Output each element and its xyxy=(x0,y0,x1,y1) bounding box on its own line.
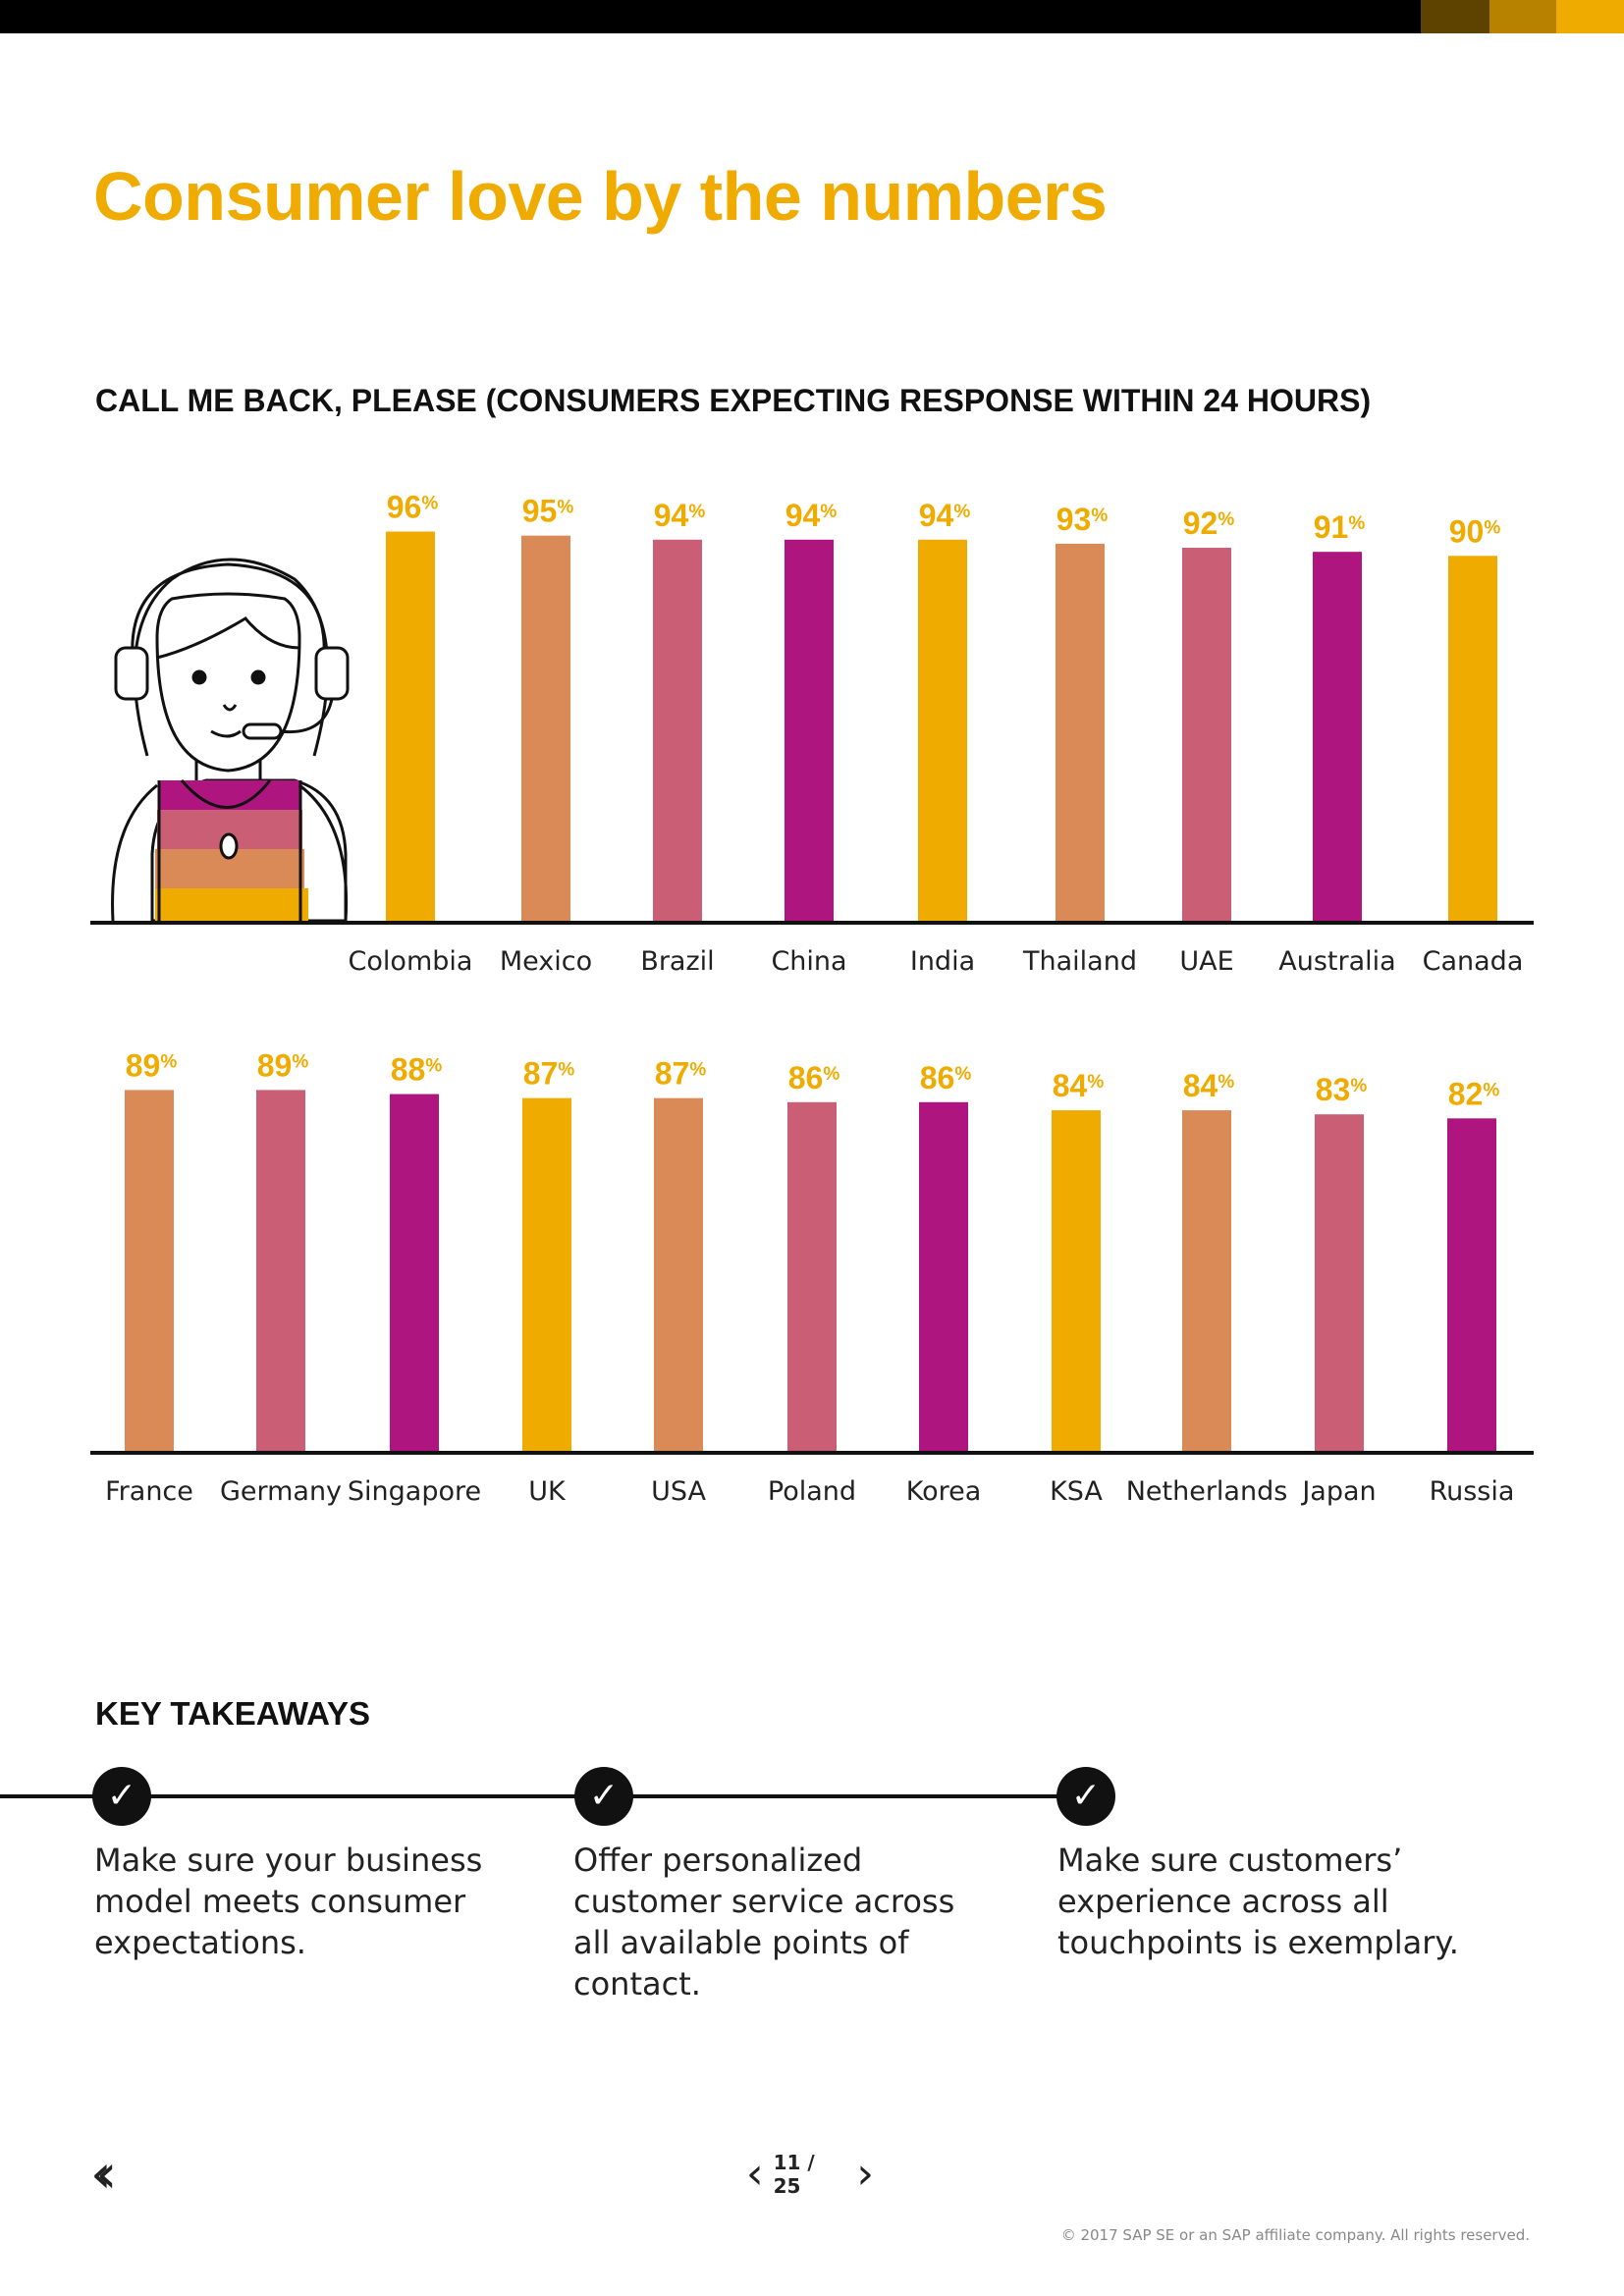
data-label-canada: 90% xyxy=(1449,513,1501,549)
data-label-uk: 87% xyxy=(523,1056,575,1092)
customer-service-agent-icon xyxy=(111,558,350,923)
data-label-ksa: 84% xyxy=(1053,1068,1105,1103)
check-icon: ✓ xyxy=(1056,1767,1115,1826)
category-label-mexico: Mexico xyxy=(500,946,592,977)
category-label-japan: Japan xyxy=(1300,1476,1376,1507)
bar-uae xyxy=(1182,548,1231,921)
bar-korea xyxy=(919,1101,968,1451)
page-indicator: 11 / 25 xyxy=(773,2151,815,2198)
bar-japan xyxy=(1315,1114,1364,1451)
double-chevron-left-icon[interactable]: ‹‹ xyxy=(90,2143,117,2205)
pagination: ‹ 11 / 25 › xyxy=(746,2150,874,2199)
category-label-germany: Germany xyxy=(220,1476,342,1507)
bar-singapore xyxy=(390,1094,439,1451)
top-bar-segment-gold xyxy=(1556,0,1624,33)
category-label-korea: Korea xyxy=(906,1476,982,1507)
category-label-thailand: Thailand xyxy=(1022,946,1137,977)
bar-usa xyxy=(654,1097,703,1451)
bar-ksa xyxy=(1052,1110,1101,1451)
bar-mexico xyxy=(521,535,570,921)
chevron-left-icon[interactable]: ‹ xyxy=(746,2149,764,2199)
category-label-australia: Australia xyxy=(1278,946,1395,977)
category-label-france: France xyxy=(105,1476,193,1507)
bar-uk xyxy=(522,1097,571,1451)
category-label-russia: Russia xyxy=(1430,1476,1515,1507)
data-label-france: 89% xyxy=(126,1047,178,1083)
category-label-usa: USA xyxy=(651,1476,706,1507)
bar-colombia xyxy=(386,531,435,921)
data-label-korea: 86% xyxy=(920,1060,972,1095)
data-label-india: 94% xyxy=(919,498,971,533)
chevron-right-icon[interactable]: › xyxy=(856,2149,874,2199)
category-label-india: India xyxy=(910,946,975,977)
category-label-uae: UAE xyxy=(1179,946,1233,977)
data-label-japan: 83% xyxy=(1316,1072,1368,1107)
bar-series-row-2: 89% France 89% Germany 88% Singapore 87% UK 87% U… xyxy=(105,1047,1514,1507)
data-label-mexico: 95% xyxy=(522,494,574,529)
category-label-canada: Canada xyxy=(1423,946,1524,977)
bar-india xyxy=(918,539,967,921)
category-label-singapore: Singapore xyxy=(348,1476,481,1507)
category-label-ksa: KSA xyxy=(1050,1476,1103,1507)
data-label-brazil: 94% xyxy=(654,498,706,533)
data-label-china: 94% xyxy=(785,498,838,533)
check-icon: ✓ xyxy=(92,1767,151,1826)
bar-china xyxy=(785,539,834,921)
category-label-uk: UK xyxy=(528,1476,567,1507)
bar-russia xyxy=(1447,1118,1496,1451)
bar-germany xyxy=(256,1090,305,1451)
data-label-australia: 91% xyxy=(1314,509,1366,545)
data-label-germany: 89% xyxy=(257,1047,309,1083)
category-label-poland: Poland xyxy=(768,1476,856,1507)
category-label-brazil: Brazil xyxy=(640,946,714,977)
bar-australia xyxy=(1313,552,1362,921)
data-label-colombia: 96% xyxy=(387,490,439,525)
top-color-bar xyxy=(0,0,1624,33)
bar-netherlands xyxy=(1182,1110,1231,1451)
data-label-singapore: 88% xyxy=(391,1052,443,1088)
data-label-russia: 82% xyxy=(1448,1076,1500,1111)
data-label-thailand: 93% xyxy=(1056,502,1109,537)
category-label-netherlands: Netherlands xyxy=(1126,1476,1288,1507)
takeaway-item-1: Make sure your business model meets cons… xyxy=(94,1842,483,1961)
data-label-usa: 87% xyxy=(655,1056,707,1092)
bar-france xyxy=(125,1090,174,1451)
bar-poland xyxy=(787,1101,837,1451)
data-label-uae: 92% xyxy=(1183,506,1235,541)
category-label-colombia: Colombia xyxy=(349,946,473,977)
bar-series-row-1: 96% Colombia 95% Mexico 94% Brazil 94% China 94%… xyxy=(349,490,1524,977)
bar-thailand xyxy=(1056,543,1105,921)
data-label-netherlands: 84% xyxy=(1183,1068,1235,1103)
bar-chart: 96% Colombia 95% Mexico 94% Brazil 94% China 94%… xyxy=(90,490,1534,1507)
data-label-poland: 86% xyxy=(788,1060,840,1095)
top-bar-segment-dark-gold xyxy=(1421,0,1489,33)
takeaways-timeline xyxy=(0,1794,1080,1798)
check-icon: ✓ xyxy=(574,1767,633,1826)
category-label-china: China xyxy=(771,946,846,977)
key-takeaways-heading: KEY TAKEAWAYS xyxy=(95,1695,370,1732)
top-bar-segment-mid-gold xyxy=(1489,0,1556,33)
page-title: Consumer love by the numbers xyxy=(93,158,1108,235)
bar-brazil xyxy=(653,539,702,921)
takeaway-item-3: Make sure customers’ experience across a… xyxy=(1057,1842,1459,1961)
bar-canada xyxy=(1448,556,1497,921)
takeaway-item-2: Offer personalized customer service acro… xyxy=(573,1842,955,2002)
copyright-notice: © 2017 SAP SE or an SAP affiliate compan… xyxy=(1060,2226,1530,2244)
chart-title: CALL ME BACK, PLEASE (CONSUMERS EXPECTIN… xyxy=(95,383,1372,418)
